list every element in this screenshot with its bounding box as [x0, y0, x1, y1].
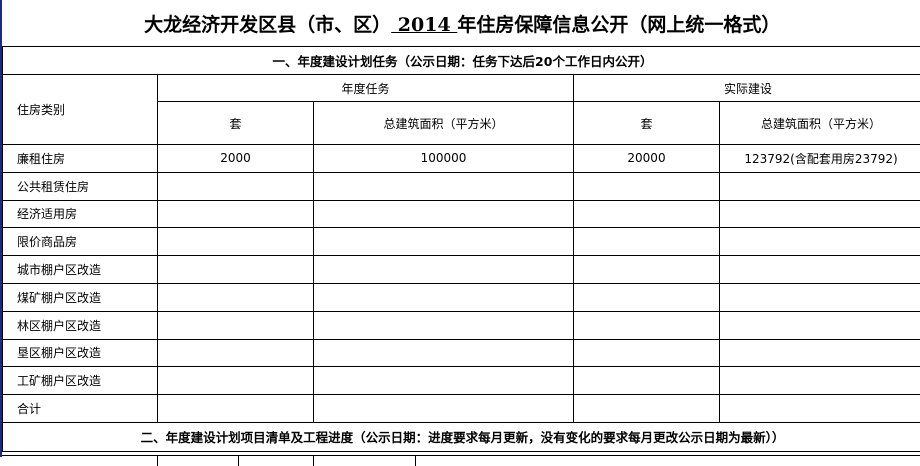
cell-actual-area[interactable] — [720, 256, 920, 284]
header-annual-task: 年度任务 — [158, 75, 574, 102]
header-task-units: 套 — [158, 102, 314, 145]
cell-task-units[interactable]: 2000 — [158, 145, 314, 173]
cell-actual-units[interactable] — [574, 367, 720, 395]
cell-category[interactable]: 垦区棚户区改造 — [3, 339, 158, 367]
cell-category[interactable]: 工矿棚户区改造 — [3, 367, 158, 395]
table-row: 林区棚户区改造 — [3, 311, 920, 339]
section1-heading: 一、年度建设计划任务（公示日期：任务下达后20个工作日内公开） — [3, 47, 920, 75]
cell-actual-units[interactable] — [574, 172, 720, 200]
cell-actual-area[interactable] — [720, 395, 920, 423]
cell-actual-units[interactable] — [574, 200, 720, 228]
header-actual-area: 总建筑面积（平方米） — [720, 102, 920, 145]
cell-actual-area[interactable]: 123792(含配套用房23792) — [720, 145, 920, 173]
cell-task-area[interactable]: 100000 — [314, 145, 574, 173]
cell-task-area[interactable] — [314, 200, 574, 228]
cell-category[interactable]: 限价商品房 — [3, 228, 158, 256]
cell-actual-area[interactable] — [720, 283, 920, 311]
cell-task-area[interactable] — [314, 339, 574, 367]
cell-actual-area[interactable] — [720, 311, 920, 339]
cell-actual-units[interactable] — [574, 283, 720, 311]
cell-task-units[interactable] — [158, 256, 314, 284]
cell-task-area[interactable] — [314, 172, 574, 200]
cell-category[interactable]: 煤矿棚户区改造 — [3, 283, 158, 311]
cell-task-area[interactable] — [314, 395, 574, 423]
header-actual: 实际建设 — [574, 75, 920, 102]
cell-task-units[interactable] — [158, 200, 314, 228]
table-row: 经济适用房 — [3, 200, 920, 228]
table-row: 工矿棚户区改造 — [3, 367, 920, 395]
cell-category[interactable]: 经济适用房 — [3, 200, 158, 228]
cell-task-area[interactable] — [314, 283, 574, 311]
cell-category[interactable]: 廉租住房 — [3, 145, 158, 173]
cell-actual-units[interactable]: 20000 — [574, 145, 720, 173]
cell-task-units[interactable] — [158, 395, 314, 423]
cell-task-units[interactable] — [158, 283, 314, 311]
table-row: 城市棚户区改造 — [3, 256, 920, 284]
cell-task-area[interactable] — [314, 367, 574, 395]
table-row: 垦区棚户区改造 — [3, 339, 920, 367]
cell-task-units[interactable] — [158, 172, 314, 200]
cell-actual-units[interactable] — [574, 339, 720, 367]
page-title: 大龙经济开发区县（市、区） 2014 年住房保障信息公开（网上统一格式） — [3, 0, 920, 47]
cell-task-units[interactable] — [158, 228, 314, 256]
table-row: 公共租赁住房 — [3, 172, 920, 200]
cell-actual-units[interactable] — [574, 228, 720, 256]
cell-actual-units[interactable] — [574, 256, 720, 284]
cell-actual-area[interactable] — [720, 367, 920, 395]
cell-task-area[interactable] — [314, 256, 574, 284]
cell-actual-units[interactable] — [574, 311, 720, 339]
cell-task-units[interactable] — [158, 367, 314, 395]
header-actual-units: 套 — [574, 102, 720, 145]
cell-actual-area[interactable] — [720, 172, 920, 200]
section2-heading: 二、年度建设计划项目清单及工程进度（公示日期：进度要求每月更新，没有变化的要求每… — [3, 422, 920, 451]
housing-table: 大龙经济开发区县（市、区） 2014 年住房保障信息公开（网上统一格式） 一、年… — [2, 0, 920, 452]
cell-category[interactable]: 城市棚户区改造 — [3, 256, 158, 284]
cell-task-area[interactable] — [314, 311, 574, 339]
cell-actual-area[interactable] — [720, 228, 920, 256]
cell-category[interactable]: 合计 — [3, 395, 158, 423]
header-category: 住房类别 — [3, 75, 158, 145]
cell-task-units[interactable] — [158, 311, 314, 339]
cell-actual-area[interactable] — [720, 200, 920, 228]
header-task-area: 总建筑面积（平方米） — [314, 102, 574, 145]
cell-category[interactable]: 林区棚户区改造 — [3, 311, 158, 339]
cell-task-units[interactable] — [158, 339, 314, 367]
cell-actual-units[interactable] — [574, 395, 720, 423]
cell-task-area[interactable] — [314, 228, 574, 256]
cell-actual-area[interactable] — [720, 339, 920, 367]
table-row: 煤矿棚户区改造 — [3, 283, 920, 311]
table-row: 限价商品房 — [3, 228, 920, 256]
cell-category[interactable]: 公共租赁住房 — [3, 172, 158, 200]
table-row: 合计 — [3, 395, 920, 423]
